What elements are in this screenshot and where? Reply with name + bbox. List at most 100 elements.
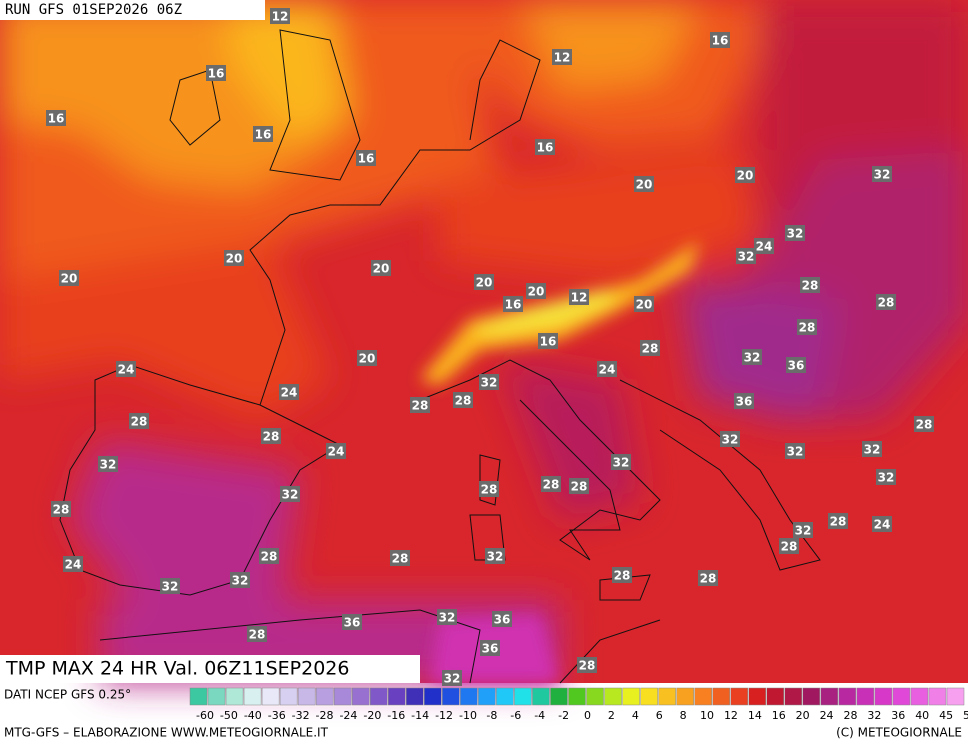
scale-swatch	[550, 687, 568, 706]
run-label: RUN GFS 01SEP2026 06Z	[5, 2, 182, 18]
contour-label: 28	[481, 483, 498, 497]
map-title: TMP MAX 24 HR Val. 06Z11SEP2026	[5, 658, 349, 680]
scale-swatch	[730, 687, 748, 706]
contour-label: 28	[830, 515, 847, 529]
scale-label: 4	[632, 709, 639, 722]
scale-swatch	[442, 687, 460, 706]
contour-label: 32	[282, 488, 299, 502]
contour-label-box	[541, 476, 561, 492]
contour-label-box	[872, 516, 892, 532]
contour-label-box	[480, 640, 500, 656]
scale-label: 14	[748, 709, 762, 722]
scale-swatch	[766, 687, 785, 706]
contour-label-box	[698, 570, 718, 586]
contour-label-box	[51, 501, 71, 517]
contour-label-box	[270, 8, 290, 24]
scale-label: -60	[196, 709, 214, 722]
scale-swatch	[514, 687, 532, 706]
contour-label-box	[785, 443, 805, 459]
scale-label: -20	[363, 709, 381, 722]
contour-label-box	[357, 350, 377, 366]
scale-label: 6	[656, 709, 663, 722]
scale-label: -8	[486, 709, 497, 722]
source-label: DATI NCEP GFS 0.25°	[4, 688, 131, 702]
scale-swatch	[784, 687, 803, 706]
credit: MTG-GFS – ELABORAZIONE WWW.METEOGIORNALE…	[4, 726, 329, 740]
contour-label: 36	[344, 616, 361, 630]
contour-label-box	[116, 361, 136, 377]
contour-label-box	[914, 416, 934, 432]
contour-label-box	[720, 431, 740, 447]
scale-label: -10	[459, 709, 477, 722]
scale-swatch	[856, 687, 875, 706]
contour-label: 28	[261, 550, 278, 564]
scale-swatch	[532, 687, 550, 706]
scale-label: -2	[558, 709, 569, 722]
contour-label: 32	[874, 168, 891, 182]
scale-label: 36	[891, 709, 905, 722]
scale-swatch	[748, 687, 766, 706]
contour-label: 32	[481, 376, 498, 390]
contour-label: 24	[599, 363, 616, 377]
contour-label-box	[259, 548, 279, 564]
contour-label-box	[479, 481, 499, 497]
contour-label-box	[230, 572, 250, 588]
contour-label-box	[474, 274, 494, 290]
contour-label: 28	[579, 659, 596, 673]
scale-swatch	[333, 687, 352, 706]
contour-label-box	[535, 139, 555, 155]
scale-swatch	[694, 687, 712, 706]
contour-label-box	[872, 166, 892, 182]
contour-label: 28	[878, 296, 895, 310]
contour-label: 20	[528, 285, 545, 299]
contour-label: 36	[788, 359, 805, 373]
contour-label-box	[526, 283, 546, 299]
contour-label: 28	[53, 503, 70, 517]
contour-label-box	[538, 333, 558, 349]
contour-label-box	[634, 176, 654, 192]
scale-label: 20	[796, 709, 810, 722]
contour-label-box	[492, 611, 512, 627]
contour-label: 20	[359, 352, 376, 366]
contour-label: 24	[328, 445, 345, 459]
contour-label: 20	[476, 276, 493, 290]
contour-label-box	[453, 392, 473, 408]
contour-label-box	[63, 556, 83, 572]
contour-label: 32	[100, 458, 117, 472]
contour-label: 32	[232, 574, 249, 588]
contour-label: 20	[373, 262, 390, 276]
contour-label-box	[569, 289, 589, 305]
scale-swatch	[802, 687, 821, 706]
contour-label: 28	[781, 540, 798, 554]
contour-label-box	[710, 32, 730, 48]
scale-swatch	[658, 687, 676, 706]
contour-label: 28	[543, 478, 560, 492]
scale-label: 55	[963, 709, 968, 722]
scale-swatch	[424, 687, 442, 706]
contour-label-box	[279, 384, 299, 400]
scale-label: -14	[411, 709, 429, 722]
contour-label: 24	[281, 386, 298, 400]
contour-label-box	[779, 538, 799, 554]
contour-label: 32	[444, 672, 461, 686]
scale-swatch	[820, 687, 839, 706]
scale-swatch	[712, 687, 730, 706]
run-box	[0, 0, 265, 20]
contour-label-box	[577, 657, 597, 673]
contour-label-box	[442, 670, 462, 686]
scale-swatch	[297, 687, 316, 706]
contour-label: 16	[48, 112, 65, 126]
scale-label: 28	[843, 709, 857, 722]
contour-label-box	[640, 340, 660, 356]
contour-label: 12	[571, 291, 588, 305]
scale-label: -40	[244, 709, 262, 722]
contour-label: 20	[61, 272, 78, 286]
contour-label: 32	[722, 433, 739, 447]
scale-swatch	[279, 687, 298, 706]
contour-label-box	[862, 441, 882, 457]
contour-label: 28	[799, 321, 816, 335]
contour-label-box	[280, 486, 300, 502]
scale-swatch	[315, 687, 334, 706]
contour-label-box	[785, 225, 805, 241]
